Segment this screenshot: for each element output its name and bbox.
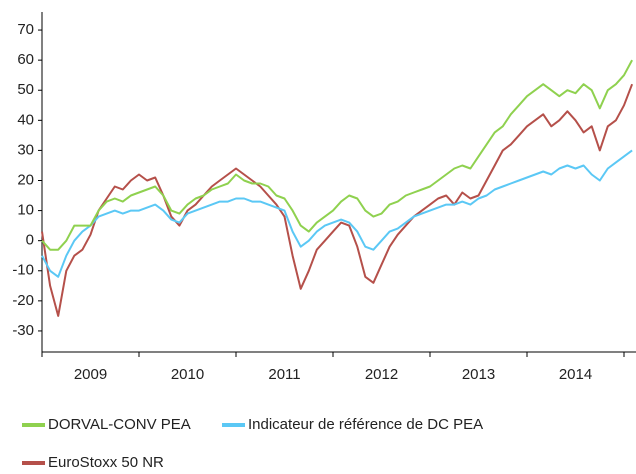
y-tick-label: -30 bbox=[12, 322, 34, 339]
series-line bbox=[41, 83, 634, 317]
y-tick-label: 0 bbox=[26, 232, 34, 249]
x-tick-label: 2012 bbox=[365, 366, 398, 383]
legend-label: Indicateur de référence de DC PEA bbox=[248, 416, 483, 433]
series-line bbox=[41, 149, 633, 278]
y-tick-label: 10 bbox=[17, 202, 34, 219]
y-tick-label: 30 bbox=[17, 141, 34, 158]
x-tick-label: 2010 bbox=[171, 366, 204, 383]
y-tick-label: -20 bbox=[12, 292, 34, 309]
x-tick-label: 2014 bbox=[559, 366, 592, 383]
y-tick-label: 70 bbox=[17, 21, 34, 38]
x-tick-label: 2009 bbox=[74, 366, 107, 383]
y-tick-label: -10 bbox=[12, 262, 34, 279]
y-tick-label: 20 bbox=[17, 171, 34, 188]
x-tick-label: 2013 bbox=[462, 366, 495, 383]
y-tick-label: 40 bbox=[17, 111, 34, 128]
legend-label: DORVAL-CONV PEA bbox=[48, 416, 191, 433]
x-tick-label: 2011 bbox=[268, 366, 300, 383]
y-tick-label: 60 bbox=[17, 51, 34, 68]
series-line bbox=[41, 59, 633, 251]
y-tick-label: 50 bbox=[17, 81, 34, 98]
legend-label: EuroStoxx 50 NR bbox=[48, 454, 164, 471]
